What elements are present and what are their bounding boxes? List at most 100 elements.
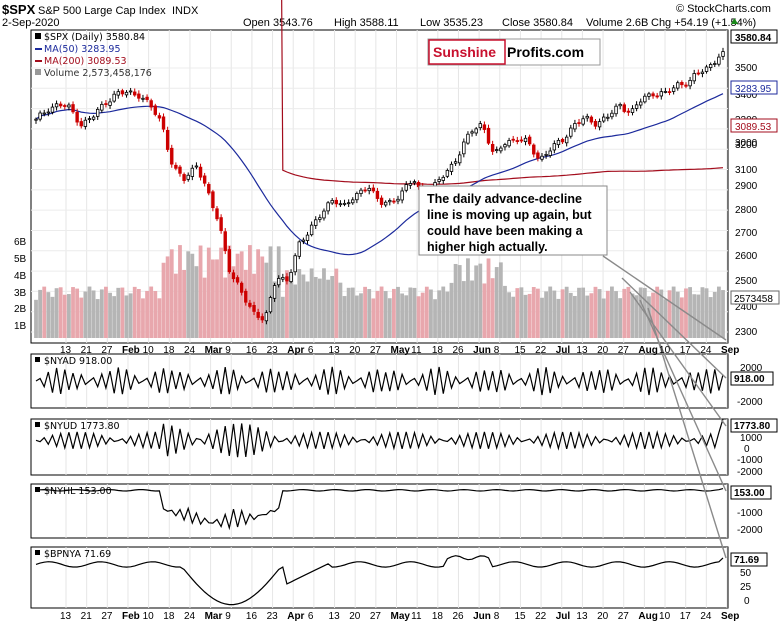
candle-body — [647, 93, 651, 97]
candle-body — [667, 91, 672, 94]
volume-bar — [400, 293, 405, 338]
candle-body — [351, 199, 355, 204]
x-axis-label: 24 — [700, 611, 712, 621]
candle-body — [593, 120, 598, 127]
volume-bar — [173, 273, 178, 338]
candle-body — [153, 105, 157, 115]
volume-bar — [71, 287, 75, 338]
volume-bar — [301, 274, 306, 338]
volume-bar — [490, 278, 495, 338]
candle-body — [441, 176, 445, 181]
legend-ma50: MA(50) 3283.95 — [44, 44, 121, 55]
candle-body — [437, 179, 441, 182]
legend-price: $SPX (Daily) 3580.84 — [44, 32, 145, 43]
volume-bar — [313, 276, 318, 338]
volume-bar — [272, 281, 277, 338]
x-axis-label: Sep — [721, 611, 739, 621]
volume-tick: 1B — [14, 321, 27, 332]
nyud-tick: 1000 — [740, 433, 763, 444]
candle-body — [211, 191, 215, 209]
volume-tick: 6B — [14, 237, 27, 248]
candle-body — [404, 184, 408, 191]
x-axis-label: 16 — [246, 611, 258, 621]
x-axis-label: Apr — [287, 611, 304, 621]
price-tick: 3500 — [735, 63, 758, 74]
logo-text-profits: Profits.com — [507, 44, 584, 60]
volume-bar — [704, 288, 709, 338]
nyad-swatch — [35, 357, 40, 362]
candle-body — [499, 147, 503, 152]
volume-bar — [346, 287, 351, 338]
volume-bar — [482, 283, 487, 338]
x-axis-label: 22 — [535, 345, 547, 356]
candle-body — [659, 91, 663, 97]
annotation-box: The daily advance-decline line is moving… — [418, 185, 608, 256]
volume-bar — [87, 286, 92, 338]
bpnya-swatch — [35, 550, 40, 555]
candle-body — [544, 154, 548, 156]
candle-body — [223, 231, 227, 252]
candle-body — [252, 305, 256, 312]
candle-body — [100, 103, 104, 111]
candle-body — [371, 187, 376, 192]
candle-body — [231, 272, 236, 280]
volume-bar — [597, 289, 602, 338]
x-axis-label: Mar — [205, 611, 223, 621]
price-tick: 3200 — [735, 140, 758, 151]
price-tick: 2900 — [735, 181, 758, 192]
volume-bar — [206, 247, 211, 338]
candle-body — [507, 140, 511, 147]
candle-body — [309, 224, 314, 236]
x-axis-label: 23 — [267, 611, 279, 621]
ma200-box — [730, 118, 778, 133]
candle-body — [383, 201, 388, 206]
volume-bar — [334, 268, 339, 338]
candle-body — [721, 51, 725, 57]
candle-body — [239, 282, 244, 293]
volume-bar — [577, 287, 581, 338]
x-axis-label: 20 — [597, 611, 609, 621]
volume-bar — [62, 294, 67, 338]
candle-body — [486, 127, 491, 144]
candle-body — [227, 249, 232, 273]
ma50-value: 3283.95 — [735, 84, 772, 95]
candle-body — [511, 138, 515, 141]
volume-bar — [145, 290, 149, 338]
nyud-tick: -2000 — [737, 467, 763, 478]
candle-body — [597, 121, 602, 128]
x-axis-label: 18 — [163, 345, 175, 356]
candle-body — [569, 127, 573, 137]
header-symbol: $SPX — [2, 2, 36, 17]
candle-body — [355, 193, 359, 201]
nyud-tick: -1000 — [737, 455, 763, 466]
candle-body — [63, 105, 67, 107]
candle-body — [474, 128, 478, 134]
candle-body — [174, 164, 178, 169]
volume-bar — [223, 277, 228, 338]
x-axis-label: 20 — [597, 345, 609, 356]
x-axis-label: 10 — [143, 611, 155, 621]
volume-bar — [285, 270, 289, 338]
bpnya-tick: 25 — [740, 582, 752, 593]
bpnya-value: 71.69 — [734, 555, 759, 566]
volume-bar — [716, 286, 721, 338]
x-axis-label: 13 — [576, 345, 588, 356]
candle-body — [133, 91, 137, 96]
nyhl-panel-frame — [30, 483, 729, 539]
x-axis-label: 27 — [101, 345, 113, 356]
x-axis-label: May — [391, 345, 411, 356]
candle-body — [614, 105, 618, 115]
volume-bar — [585, 295, 590, 338]
volume-bar — [50, 296, 55, 338]
volume-bar — [149, 286, 154, 338]
volume-bar — [141, 298, 145, 338]
x-axis-label: Jun — [473, 345, 491, 356]
candle-body — [293, 255, 297, 273]
volume-bar — [367, 289, 372, 338]
volume-bar — [186, 251, 191, 338]
volume-bar — [165, 256, 170, 338]
candle-body — [400, 190, 404, 201]
volume-bar — [433, 299, 437, 338]
candle-body — [314, 219, 318, 226]
x-axis-label: May — [391, 611, 411, 621]
